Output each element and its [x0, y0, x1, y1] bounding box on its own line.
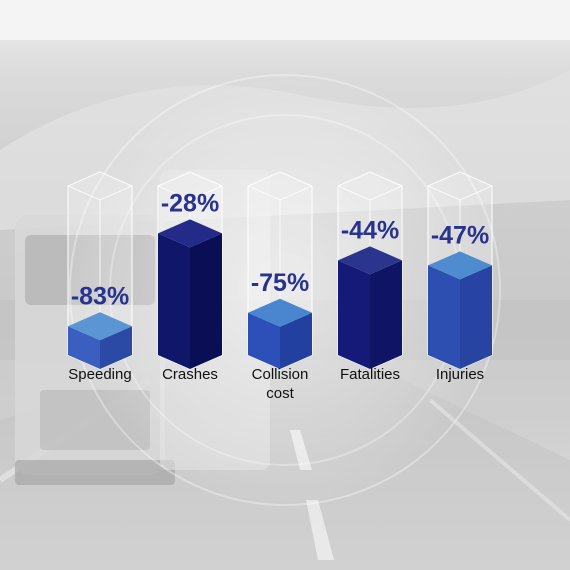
chart-columns: -83% Speeding -28% Crashes -75% Collision cost…: [67, 171, 493, 402]
bar-left-face: [338, 260, 370, 369]
value-label: -83%: [71, 282, 129, 310]
bar-left-face: [68, 326, 100, 369]
bar-left-face: [248, 312, 280, 369]
category-label: Speeding: [68, 366, 131, 383]
category-label: Crashes: [162, 366, 218, 383]
bar-top-face: [158, 219, 222, 248]
value-label: -75%: [251, 269, 309, 297]
bar-top-face: [428, 251, 492, 280]
value-label: -44%: [341, 216, 399, 244]
bar-right-face: [190, 233, 222, 369]
category-label: Collision: [252, 366, 309, 383]
bar-group-5: -47% Injuries: [427, 171, 493, 383]
value-label: -28%: [161, 189, 219, 217]
bar-right-face: [460, 265, 492, 369]
bar-top-face: [68, 312, 132, 341]
bar-right-face: [100, 326, 132, 369]
bar-group-3: -75% Collision cost: [247, 171, 313, 402]
value-label: -47%: [431, 221, 489, 249]
bar-right-face: [280, 312, 312, 369]
bar-top-face: [248, 298, 312, 327]
bar-group-4: -44% Fatalities: [337, 171, 403, 383]
bar-left-face: [428, 265, 460, 369]
bar-right-face: [370, 260, 402, 369]
bar-top-face: [338, 246, 402, 275]
bar-group-2: -28% Crashes: [157, 171, 223, 383]
category-label: Fatalities: [340, 366, 400, 383]
bar-left-face: [158, 233, 190, 369]
category-label: Injuries: [436, 366, 484, 383]
bar-group-1: -83% Speeding: [67, 171, 133, 383]
category-label: cost: [266, 385, 294, 402]
